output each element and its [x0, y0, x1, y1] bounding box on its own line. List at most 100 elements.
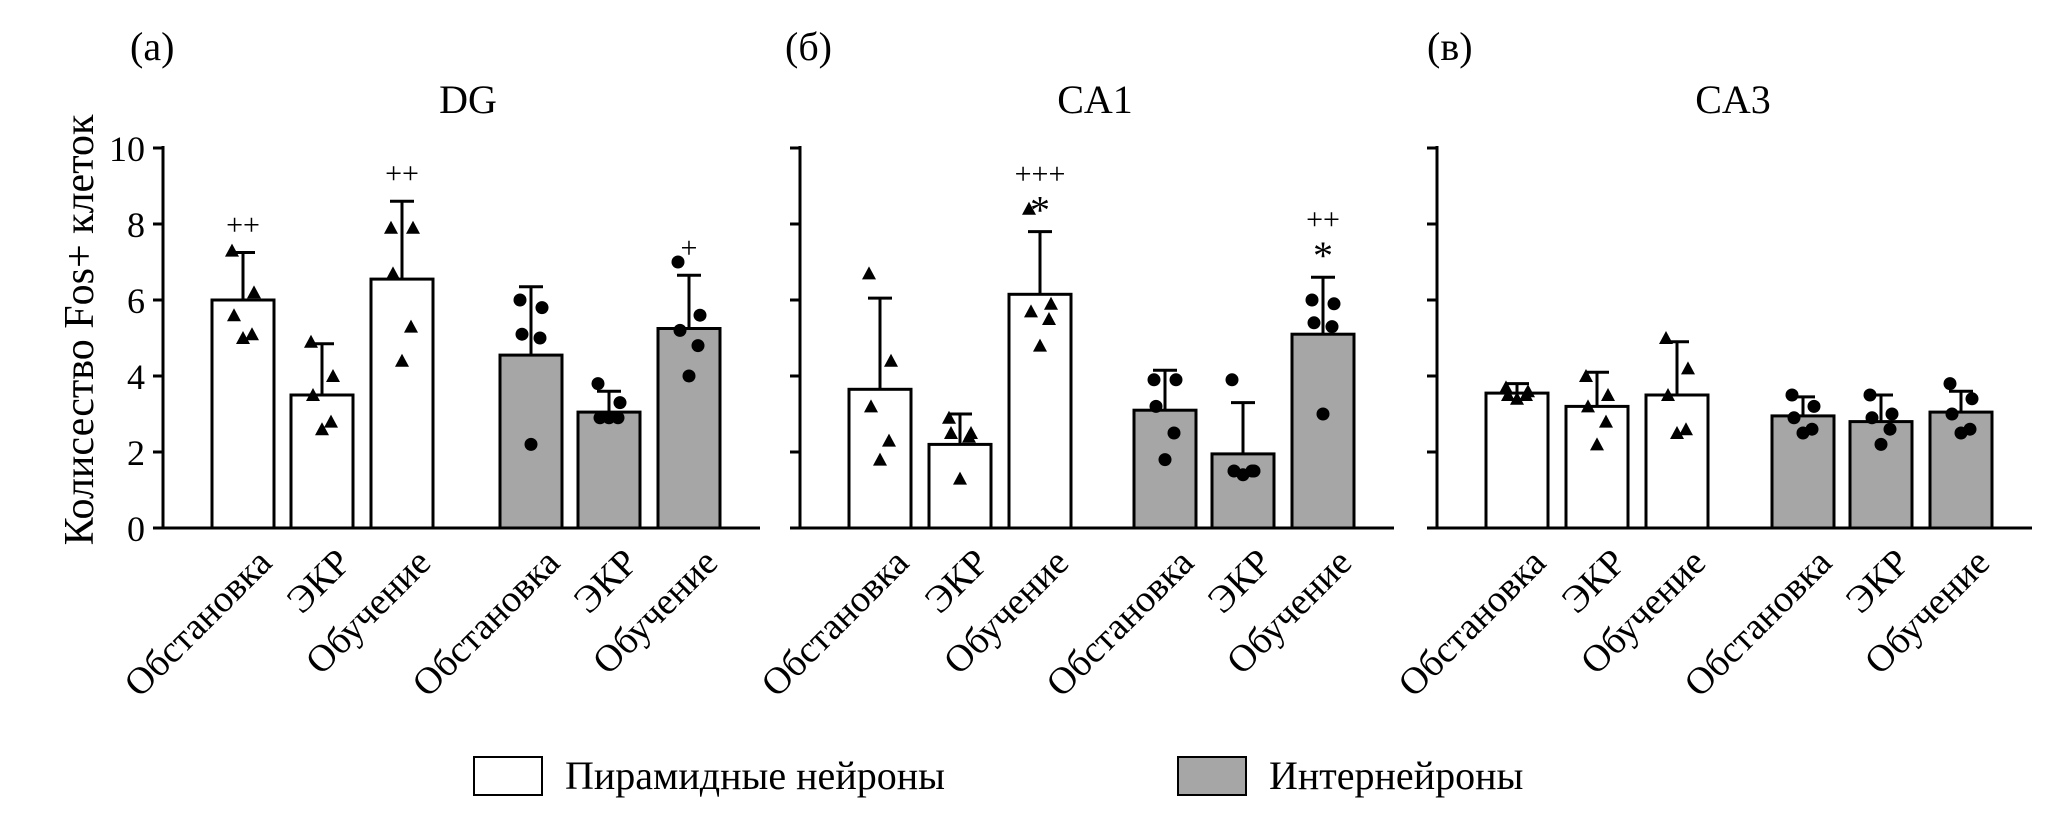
- data-point-triangle: [384, 220, 398, 234]
- data-point-triangle: [245, 327, 259, 341]
- data-point-triangle: [304, 334, 318, 348]
- data-point-triangle: [1022, 201, 1036, 215]
- data-point-circle: [1325, 320, 1339, 334]
- data-point-triangle: [227, 308, 241, 322]
- data-point-triangle: [962, 429, 976, 443]
- panel-label: (а): [130, 24, 174, 69]
- category-label: Обстановка: [1390, 541, 1554, 705]
- data-point-circle: [1327, 297, 1341, 311]
- data-point-circle: [1954, 426, 1968, 440]
- data-point-triangle: [1033, 338, 1047, 352]
- data-point-triangle: [1044, 296, 1058, 310]
- data-point-circle: [1796, 426, 1810, 440]
- panels: (а)DG0246810++ОбстановкаЭКР++ОбучениеОбс…: [109, 24, 2032, 705]
- data-point-circle: [691, 339, 705, 353]
- y-axis-title: Колисество Fos+ клеток: [57, 114, 103, 545]
- data-point-circle: [1149, 399, 1163, 413]
- y-tick-label: 4: [127, 357, 145, 397]
- significance-star: *: [1313, 233, 1333, 278]
- data-point-circle: [1307, 316, 1321, 330]
- data-point-circle: [682, 369, 696, 383]
- data-point-circle: [1305, 293, 1319, 307]
- data-point-circle: [1316, 407, 1330, 421]
- data-point-circle: [1943, 377, 1957, 391]
- category-label: Обстановка: [753, 541, 917, 705]
- panel-dg: (а)DG0246810++ОбстановкаЭКР++ОбучениеОбс…: [109, 24, 760, 705]
- data-point-triangle: [225, 243, 239, 257]
- data-point-triangle: [315, 422, 329, 436]
- data-point-circle: [1158, 453, 1172, 467]
- panel-title: CA1: [1057, 77, 1133, 122]
- legend-swatch-pyramidal: [473, 755, 543, 796]
- data-point-triangle: [1501, 388, 1515, 401]
- data-point-triangle: [1679, 422, 1693, 436]
- data-point-circle: [1169, 373, 1183, 387]
- bar-pyramidal: [289, 393, 355, 530]
- data-point-triangle: [953, 471, 967, 485]
- data-point-circle: [1865, 411, 1879, 425]
- data-point-triangle: [873, 452, 887, 466]
- significance-plus: ++: [1306, 203, 1340, 236]
- data-point-circle: [513, 293, 527, 307]
- data-point-triangle: [324, 414, 338, 428]
- y-axis-title-layer: Колисество Fos+ клеток: [57, 114, 103, 545]
- significance-plus: ++: [226, 209, 260, 242]
- bar-interneurons: [1290, 332, 1356, 530]
- significance-plus: ++: [385, 157, 419, 190]
- legend-label-interneurons: Интернейроны: [1269, 753, 1524, 798]
- data-point-triangle: [1510, 391, 1524, 405]
- data-point-triangle: [395, 353, 409, 367]
- data-point-circle: [1883, 422, 1897, 436]
- data-point-triangle: [942, 410, 956, 424]
- bar-interneurons: [1210, 452, 1276, 530]
- bar-interneurons: [656, 327, 722, 530]
- data-point-triangle: [247, 285, 261, 299]
- data-point-circle: [1787, 411, 1801, 425]
- y-tick-label: 8: [127, 205, 145, 245]
- bar-pyramidal: [1644, 393, 1710, 530]
- data-point-triangle: [1681, 361, 1695, 375]
- data-point-triangle: [1670, 426, 1684, 439]
- data-point-triangle: [1042, 312, 1056, 325]
- data-point-circle: [1807, 399, 1821, 413]
- significance-plus: +: [681, 231, 698, 264]
- y-tick-label: 6: [127, 281, 145, 321]
- data-point-circle: [593, 411, 607, 425]
- y-tick-label: 2: [127, 433, 145, 473]
- y-tick-label: 0: [127, 509, 145, 549]
- data-point-triangle: [404, 319, 418, 333]
- data-point-triangle: [386, 266, 400, 280]
- data-point-circle: [1147, 373, 1161, 387]
- bar-interneurons: [576, 410, 642, 530]
- data-point-circle: [693, 308, 707, 322]
- bar-interneurons: [1132, 408, 1198, 530]
- data-point-circle: [533, 331, 547, 345]
- significance-plus: +++: [1015, 158, 1066, 191]
- panel-label: (б): [785, 24, 832, 69]
- data-point-triangle: [1590, 437, 1604, 451]
- bar-pyramidal: [1564, 404, 1630, 530]
- data-point-circle: [671, 255, 685, 269]
- data-point-circle: [1945, 407, 1959, 421]
- data-point-circle: [591, 377, 605, 391]
- data-point-triangle: [884, 353, 898, 367]
- legend-swatch-interneurons: [1177, 755, 1247, 796]
- data-point-triangle: [306, 388, 320, 401]
- category-label: Обстановка: [116, 541, 280, 705]
- bar-pyramidal: [1007, 292, 1073, 530]
- data-point-circle: [602, 411, 616, 425]
- data-point-triangle: [1579, 369, 1593, 382]
- legend-pyramidal: Пирамидные нейроны: [473, 752, 945, 799]
- legend-label-pyramidal: Пирамидные нейроны: [565, 753, 945, 798]
- data-point-triangle: [864, 399, 878, 413]
- panel-title: DG: [439, 77, 497, 122]
- data-point-triangle: [1599, 414, 1613, 428]
- data-point-circle: [1863, 388, 1877, 402]
- data-point-circle: [515, 327, 529, 341]
- data-point-triangle: [862, 266, 876, 280]
- data-point-triangle: [236, 331, 250, 344]
- panel-label: (в): [1427, 24, 1473, 69]
